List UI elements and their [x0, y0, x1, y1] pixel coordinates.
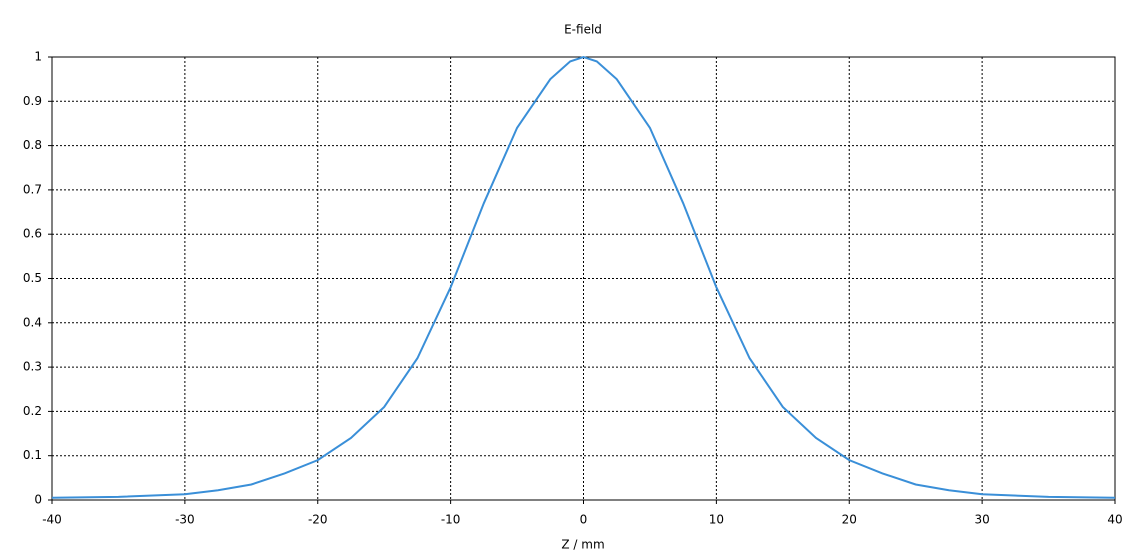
y-tick-label: 0.7: [23, 182, 42, 196]
y-tick-label: 1: [34, 50, 42, 64]
x-tick-label: 10: [709, 513, 724, 527]
y-tick-label: 0.8: [23, 138, 42, 152]
y-tick-label: 0: [34, 493, 42, 507]
y-tick-label: 0.5: [23, 271, 42, 285]
data-line: [51, 55, 1116, 499]
x-tick-label: 30: [974, 513, 989, 527]
x-tick-label: 40: [1107, 513, 1122, 527]
x-tick-label: -30: [175, 513, 195, 527]
x-tick-label: 20: [842, 513, 857, 527]
y-tick-label: 0.9: [23, 94, 42, 108]
x-tick-label: -20: [308, 513, 328, 527]
y-tick-label: 0.6: [23, 227, 42, 241]
y-tick-label: 0.3: [23, 360, 42, 374]
chart-title: E-field: [564, 23, 602, 37]
x-tick-label: -10: [441, 513, 461, 527]
y-tick-label: 0.4: [23, 315, 42, 329]
y-tick-label: 0.2: [23, 404, 42, 418]
x-tick-label: -40: [42, 513, 62, 527]
x-tick-label: 0: [580, 513, 588, 527]
y-tick-label: 0.1: [23, 448, 42, 462]
x-axis-label: Z / mm: [561, 538, 604, 552]
